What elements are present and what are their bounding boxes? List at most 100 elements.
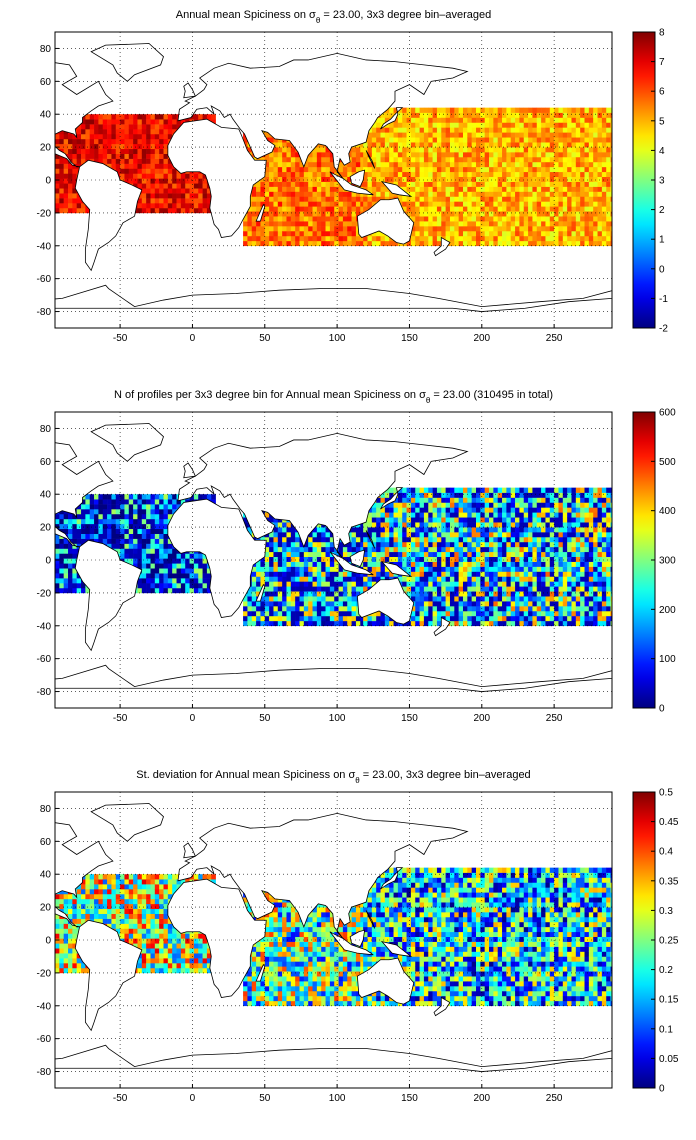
heatmap-cell	[150, 129, 156, 135]
heatmap-cell	[376, 132, 381, 138]
heatmap-cell	[342, 606, 348, 612]
heatmap-cell	[515, 230, 520, 237]
heatmap-cell	[580, 171, 585, 178]
heatmap-cell	[415, 137, 420, 143]
heatmap-cell	[141, 138, 147, 145]
heatmap-cell	[154, 143, 160, 150]
heatmap-cell	[269, 152, 274, 158]
heatmap-cell	[367, 556, 373, 562]
heatmap-cell	[308, 556, 313, 562]
heatmap-cell	[141, 518, 147, 525]
heatmap-cell	[163, 533, 169, 539]
heatmap-cell	[584, 240, 590, 247]
heatmap-cell	[206, 203, 212, 209]
heatmap-cell	[549, 186, 555, 192]
heatmap-cell	[312, 176, 318, 182]
heatmap-cell	[384, 497, 390, 503]
heatmap-cell	[376, 127, 381, 133]
heatmap-cell	[303, 216, 309, 222]
heatmap-cell	[419, 487, 425, 493]
heatmap-cell	[55, 143, 60, 150]
heatmap-cell	[176, 499, 182, 505]
heatmap-cell	[423, 610, 429, 617]
heatmap-cell	[76, 153, 82, 159]
heatmap-cell	[282, 181, 287, 187]
heatmap-cell	[406, 517, 412, 523]
heatmap-cell	[312, 201, 318, 207]
heatmap-cell	[384, 196, 390, 202]
heatmap-cell	[523, 240, 529, 247]
heatmap-cell	[277, 230, 283, 237]
heatmap-cell	[397, 161, 403, 168]
heatmap-cell	[185, 183, 190, 189]
heatmap-cell	[360, 527, 365, 533]
heatmap-cell	[150, 198, 156, 204]
heatmap-cell	[371, 507, 377, 513]
heatmap-cell	[419, 186, 425, 192]
heatmap-cell	[558, 221, 564, 227]
heatmap-cell	[286, 230, 292, 237]
heatmap-cell	[367, 152, 373, 158]
heatmap-cell	[321, 601, 326, 607]
heatmap-cell	[376, 517, 381, 523]
heatmap-cell	[454, 201, 459, 207]
heatmap-cell	[558, 127, 564, 133]
heatmap-cell	[384, 147, 390, 153]
heatmap-cell	[571, 137, 577, 143]
heatmap-cell	[402, 201, 407, 207]
heatmap-cell	[312, 152, 318, 158]
heatmap-cell	[567, 137, 572, 143]
heatmap-cell	[428, 176, 433, 182]
heatmap-cell	[410, 176, 416, 182]
heatmap-cell	[167, 158, 173, 164]
heatmap-cell	[489, 186, 494, 192]
heatmap-cell	[329, 206, 335, 212]
heatmap-cell	[519, 235, 525, 242]
heatmap-cell	[393, 487, 399, 493]
heatmap-cell	[124, 114, 130, 120]
heatmap-cell	[247, 216, 253, 222]
heatmap-cell	[146, 504, 151, 510]
heatmap-cell	[316, 610, 322, 617]
heatmap-cell	[264, 211, 270, 217]
heatmap-cell	[549, 107, 555, 113]
heatmap-cell	[515, 221, 520, 227]
heatmap-cell	[154, 573, 160, 579]
heatmap-cell	[347, 591, 352, 597]
heatmap-cell	[415, 196, 420, 202]
heatmap-cell	[72, 563, 78, 569]
heatmap-cell	[493, 117, 499, 123]
heatmap-cell	[410, 137, 416, 143]
heatmap-cell	[290, 571, 296, 577]
heatmap-cell	[480, 211, 485, 217]
heatmap-cell	[63, 163, 69, 169]
heatmap-cell	[334, 596, 339, 602]
heatmap-cell	[402, 112, 407, 118]
heatmap-cell	[397, 527, 403, 533]
heatmap-cell	[549, 137, 555, 143]
heatmap-cell	[308, 561, 313, 567]
heatmap-cell	[295, 606, 300, 612]
heatmap-cell	[597, 142, 603, 148]
heatmap-cell	[76, 523, 82, 530]
heatmap-cell	[376, 122, 381, 128]
heatmap-cell	[68, 193, 73, 199]
heatmap-cell	[519, 201, 525, 207]
heatmap-cell	[159, 553, 164, 559]
heatmap-cell	[467, 122, 472, 128]
heatmap-cell	[360, 536, 365, 543]
heatmap-cell	[476, 137, 481, 143]
heatmap-cell	[76, 513, 82, 520]
heatmap-cell	[497, 226, 503, 232]
heatmap-cell	[172, 114, 177, 120]
heatmap-cell	[545, 226, 551, 232]
heatmap-cell	[436, 112, 442, 118]
heatmap-cell	[484, 230, 490, 237]
heatmap-cell	[286, 147, 292, 153]
heatmap-cell	[397, 112, 403, 118]
heatmap-cell	[185, 178, 190, 184]
x-tick-label: -50	[113, 333, 128, 344]
heatmap-cell	[329, 541, 335, 548]
heatmap-cell	[308, 206, 313, 212]
heatmap-cell	[286, 522, 292, 528]
